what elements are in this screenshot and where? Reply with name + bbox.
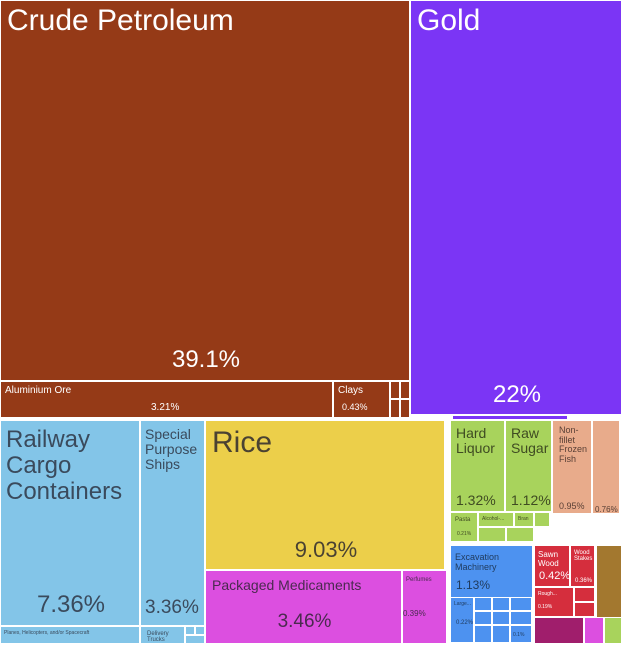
- tile-raw-sugar[interactable]: Raw Sugar 1.12%: [505, 420, 552, 512]
- tile-label: Clays: [338, 385, 364, 396]
- tile-percent: 1.32%: [456, 492, 496, 508]
- tile-planes-helicopters-and-or-spacecraft[interactable]: Planes, Helicopters, and/or Spacecraft: [0, 626, 140, 644]
- tile-minor-2[interactable]: [390, 399, 400, 418]
- tile-pasta[interactable]: Pasta 0.21%: [450, 512, 478, 542]
- tile-minor-19[interactable]: [574, 602, 595, 617]
- tile-aluminium-ore[interactable]: Aluminium Ore 3.21%: [0, 381, 333, 418]
- tile-label: Raw Sugar: [511, 425, 549, 457]
- tile-label: Delivery Trucks: [147, 631, 169, 644]
- tile-percent: 0.95%: [559, 501, 585, 511]
- tile-label: Railway Cargo Containers: [6, 426, 123, 505]
- tile-perfumes[interactable]: Perfumes 0.39%: [402, 570, 447, 644]
- tile-percent: 39.1%: [171, 346, 241, 373]
- tile-percent: 0.43%: [342, 402, 368, 412]
- tile-rough[interactable]: Rough... 0.19%: [534, 587, 574, 617]
- tile-minor-6[interactable]: [185, 635, 205, 644]
- tile-minor-13[interactable]: [474, 611, 492, 625]
- tile-label: Rough...: [538, 591, 557, 597]
- tile-minor-16[interactable]: [474, 625, 492, 643]
- tile-minor-5[interactable]: [195, 626, 205, 635]
- tile-percent: 7.36%: [36, 591, 106, 618]
- tile-percent: 0.76%: [595, 505, 618, 514]
- tile-minor-3[interactable]: [400, 399, 410, 418]
- tile-percent: 22%: [492, 381, 542, 408]
- tile-sawn-wood[interactable]: Sawn Wood 0.42%: [534, 545, 570, 587]
- tile-percent: 0.21%: [457, 531, 472, 537]
- tile-tile-24[interactable]: [596, 545, 622, 618]
- tile-minor-15[interactable]: [510, 611, 532, 625]
- tile-minor-20[interactable]: [452, 415, 568, 420]
- tile-label: Pasta: [455, 517, 471, 523]
- tile-minor-10[interactable]: [474, 597, 492, 611]
- tile-minor-18[interactable]: [574, 587, 595, 602]
- tile-alcohol[interactable]: Alcohol-...: [478, 512, 514, 527]
- tile-delivery-trucks[interactable]: Delivery Trucks: [140, 626, 185, 644]
- tile-label: Aluminium Ore: [5, 385, 72, 396]
- tile-percent: 0.39%: [403, 609, 426, 618]
- tile-minor-14[interactable]: [492, 611, 510, 625]
- tile-clays[interactable]: Clays 0.43%: [333, 381, 390, 418]
- tile-minor-12[interactable]: [510, 597, 532, 611]
- tile-percent: 0.19%: [538, 604, 553, 610]
- tile-label: Perfumes: [406, 577, 432, 583]
- tile-label: Special Purpose Ships: [145, 426, 198, 473]
- tile-minor-9[interactable]: [506, 527, 534, 542]
- tile-label: Alcohol-...: [482, 516, 505, 522]
- tile-bran[interactable]: Bran: [514, 512, 534, 527]
- tile-label: Packaged Medicaments: [212, 577, 362, 593]
- tile-label: Excavation Machinery: [455, 552, 500, 572]
- tile-percent: 3.21%: [151, 402, 180, 413]
- tile-minor-17[interactable]: [492, 625, 510, 643]
- tile-minor-11[interactable]: [492, 597, 510, 611]
- tile-tile-27[interactable]: [604, 617, 622, 644]
- tile-label: Planes, Helicopters, and/or Spacecraft: [4, 630, 90, 636]
- tile-label: Gold: [417, 4, 481, 37]
- tile-label: Large...: [454, 601, 471, 607]
- tile-minor-7[interactable]: [534, 512, 550, 527]
- tile-percent: 0.22%: [456, 620, 474, 626]
- tile-percent: 9.03%: [294, 537, 358, 562]
- tile-minor-1[interactable]: [400, 381, 410, 399]
- tile-percent: 0.42%: [539, 570, 570, 582]
- tile-label: Sawn Wood: [538, 550, 559, 568]
- tile-crude-petroleum[interactable]: Crude Petroleum 39.1%: [0, 0, 410, 381]
- tile-tile-20[interactable]: 0.1%: [510, 625, 532, 643]
- tile-minor-0[interactable]: [390, 381, 400, 399]
- tile-rice[interactable]: Rice 9.03%: [205, 420, 445, 570]
- tile-packaged-medicaments[interactable]: Packaged Medicaments 3.46%: [205, 570, 402, 644]
- tile-percent: 3.36%: [145, 597, 199, 618]
- tile-percent: 0.36%: [575, 578, 593, 584]
- tile-tile-25[interactable]: [534, 617, 584, 644]
- tile-minor-8[interactable]: [478, 527, 506, 542]
- tile-tile-26[interactable]: [584, 617, 604, 644]
- tile-tile-17[interactable]: 0.76%: [592, 420, 620, 514]
- tile-railway-cargo-containers[interactable]: Railway Cargo Containers 7.36%: [0, 420, 140, 626]
- tile-gold[interactable]: Gold 22%: [410, 0, 622, 415]
- tile-minor-4[interactable]: [185, 626, 195, 635]
- tile-percent: 0.1%: [513, 632, 525, 638]
- tile-label: Wood Stakes: [574, 550, 593, 563]
- tile-percent: 1.13%: [456, 578, 491, 592]
- tile-wood-stakes[interactable]: Wood Stakes 0.36%: [570, 545, 595, 587]
- tile-hard-liquor[interactable]: Hard Liquor 1.32%: [450, 420, 505, 512]
- tile-percent: 3.46%: [277, 611, 332, 632]
- tile-percent: 1.12%: [511, 492, 551, 508]
- tile-large[interactable]: Large... 0.22%: [450, 597, 474, 643]
- tile-label: Hard Liquor: [456, 425, 495, 457]
- tile-special-purpose-ships[interactable]: Special Purpose Ships 3.36%: [140, 420, 205, 626]
- tile-label: Non-fillet Frozen Fish: [559, 425, 588, 465]
- tile-non-fillet-frozen-fish[interactable]: Non-fillet Frozen Fish 0.95%: [552, 420, 592, 514]
- tile-label: Crude Petroleum: [7, 4, 234, 37]
- tile-label: Rice: [212, 426, 273, 459]
- tile-label: Bran: [518, 516, 529, 522]
